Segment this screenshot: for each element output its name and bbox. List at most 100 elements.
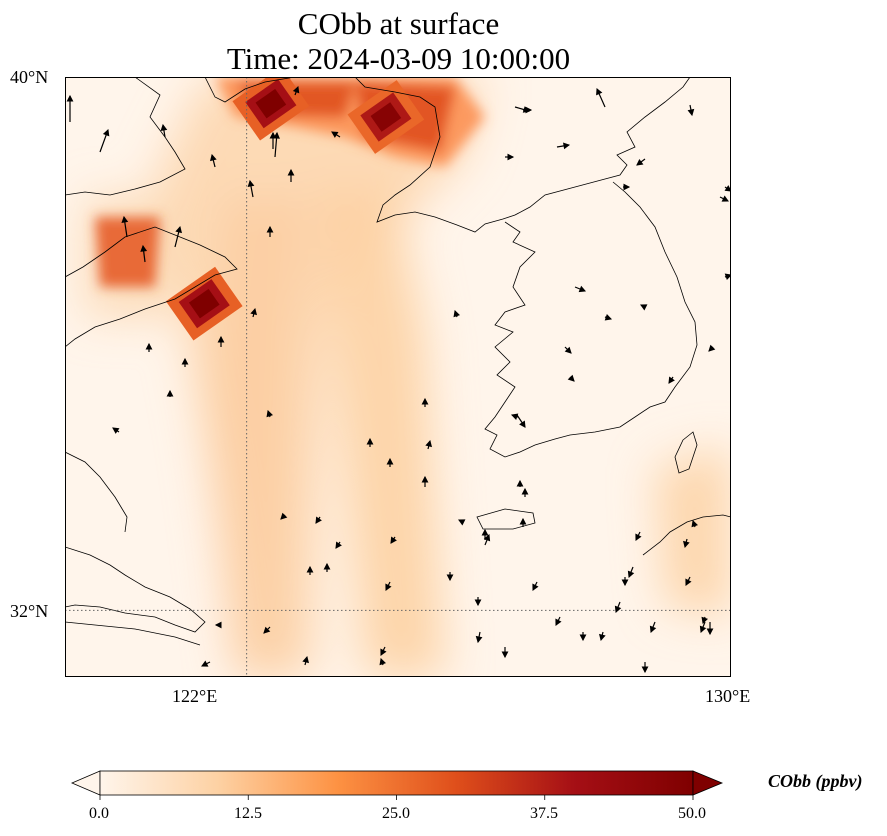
lon-tick-label-130e: 130°E [705, 686, 751, 706]
wind-arrow-head-78 [380, 648, 387, 656]
wind-arrow-head-44 [687, 108, 695, 117]
wind-arrow-head-77 [302, 655, 309, 664]
wind-arrow-head-9 [140, 244, 148, 252]
gridlines [65, 77, 731, 677]
wind-arrow-head-81 [519, 517, 527, 525]
wind-arrow-head-13 [266, 225, 274, 233]
wind-arrow-head-28 [519, 420, 526, 428]
coastlines [65, 77, 731, 646]
wind-arrow-head-60 [501, 651, 509, 659]
wind-arrow-head-29 [521, 487, 529, 495]
wind-arrow-head-36 [567, 374, 575, 382]
wind-arrow-head-14 [250, 307, 257, 316]
wind-arrow-head-49 [525, 106, 533, 114]
wind-arrow-head-87 [691, 519, 698, 528]
wind-arrow-head-66 [614, 605, 622, 614]
wind-arrow-head-42 [623, 183, 631, 191]
map-time-label: Time: 2024-03-09 10:00:00 [226, 41, 571, 76]
wind-arrow-head-19 [266, 409, 273, 418]
colorbar-tick-25: 25.0 [382, 805, 410, 822]
map-border [65, 77, 731, 677]
wind-arrow-head-27 [510, 413, 519, 420]
wind-arrow-head-16 [181, 357, 189, 365]
wind-arrow-head-35 [640, 304, 648, 311]
hotspot-layer [165, 77, 425, 341]
lat-tick-label-40n: 40°N [10, 67, 49, 87]
wind-arrow-head-61 [532, 583, 539, 591]
wind-arrow-head-59 [474, 599, 482, 607]
wind-arrow-head-51 [280, 512, 288, 520]
wind-vectors [66, 77, 731, 674]
wind-arrow-head-24 [366, 437, 374, 445]
wind-arrow-head-18 [166, 389, 174, 397]
wind-arrow-head-0 [66, 94, 74, 102]
wind-arrow-head-76 [263, 626, 271, 634]
wind-arrow-head-62 [475, 635, 483, 644]
wind-arrow-head-41 [724, 185, 731, 192]
wind-arrow-head-26 [421, 475, 429, 483]
wind-arrow-head-11 [269, 131, 277, 139]
wind-arrow-head-70 [706, 628, 714, 636]
wind-arrow-head-63 [555, 618, 562, 626]
wind-arrow-head-10 [247, 179, 255, 188]
wind-arrow-head-12 [287, 168, 295, 176]
wind-arrow-head-23 [425, 439, 432, 448]
wind-arrow-head-83 [621, 579, 629, 587]
wind-arrow-head-37 [668, 376, 675, 384]
colorbar [70, 770, 724, 800]
wind-arrow-head-43 [636, 158, 644, 166]
wind-arrow-head-1 [102, 128, 110, 137]
wind-arrow-head-6 [331, 131, 339, 138]
hotspot-0-level-2 [188, 288, 220, 319]
wind-arrow-head-17 [145, 342, 153, 350]
map-title: CObb at surface [297, 6, 500, 41]
wind-arrow-head-57 [385, 583, 392, 591]
wind-arrow-head-5 [292, 85, 300, 94]
wind-arrow-head-58 [446, 574, 454, 582]
wind-arrow-head-69 [699, 625, 707, 634]
wind-arrow-head-65 [599, 633, 606, 642]
lon-tick-label-122e: 122°E [172, 686, 218, 706]
wind-arrow-head-33 [578, 285, 587, 293]
wind-arrow-head-56 [390, 536, 397, 544]
wind-arrow-head-54 [306, 565, 314, 573]
hotspot-1-level-2 [255, 88, 287, 119]
wind-arrow-head-39 [724, 273, 731, 280]
wind-arrow-head-55 [323, 562, 331, 570]
wind-arrow-head-30 [458, 519, 466, 526]
wind-arrow-head-32 [564, 346, 572, 354]
wind-arrow-head-38 [708, 344, 716, 352]
colorbar-min-extension [70, 770, 101, 796]
wind-arrow-head-25 [386, 457, 394, 465]
wind-arrow-head-15 [217, 335, 225, 343]
wind-arrow-head-82 [481, 528, 489, 536]
colorbar-tick-12-5: 12.5 [234, 805, 262, 822]
wind-arrow-head-40 [721, 195, 729, 202]
wind-arrow-head-3 [210, 153, 217, 162]
wind-arrow-head-2 [160, 123, 168, 131]
wind-arrow-head-68 [649, 625, 657, 634]
colorbar-title: CObb (ppbv) [768, 771, 863, 791]
wind-arrow-head-8 [121, 215, 129, 223]
colorbar-tick-37-5: 37.5 [530, 805, 558, 822]
wind-arrow-head-67 [627, 570, 635, 579]
colorbar-tick-50: 50.0 [678, 805, 706, 822]
wind-arrow-head-85 [683, 540, 690, 549]
wind-arrow-head-22 [421, 397, 429, 405]
wind-arrow-head-84 [635, 533, 642, 541]
colorbar-tick-0: 0.0 [89, 805, 109, 822]
wind-arrow-head-7 [175, 225, 182, 234]
wind-arrow-head-47 [507, 153, 515, 161]
wind-arrow-head-53 [335, 541, 342, 549]
wind-arrow-head-34 [604, 314, 613, 321]
wind-arrow-head-79 [379, 657, 386, 666]
wind-arrow-head-21 [453, 309, 460, 318]
wind-arrow-head-31 [483, 533, 491, 542]
wind-arrow-head-86 [685, 578, 692, 586]
hotspot-2-level-2 [370, 102, 402, 132]
wind-arrow-head-20 [112, 427, 120, 434]
wind-arrow-head-71 [641, 666, 649, 674]
wind-arrow-head-74 [201, 660, 209, 667]
lat-tick-label-32n: 32°N [10, 601, 49, 621]
colorbar-gradient [99, 770, 694, 796]
